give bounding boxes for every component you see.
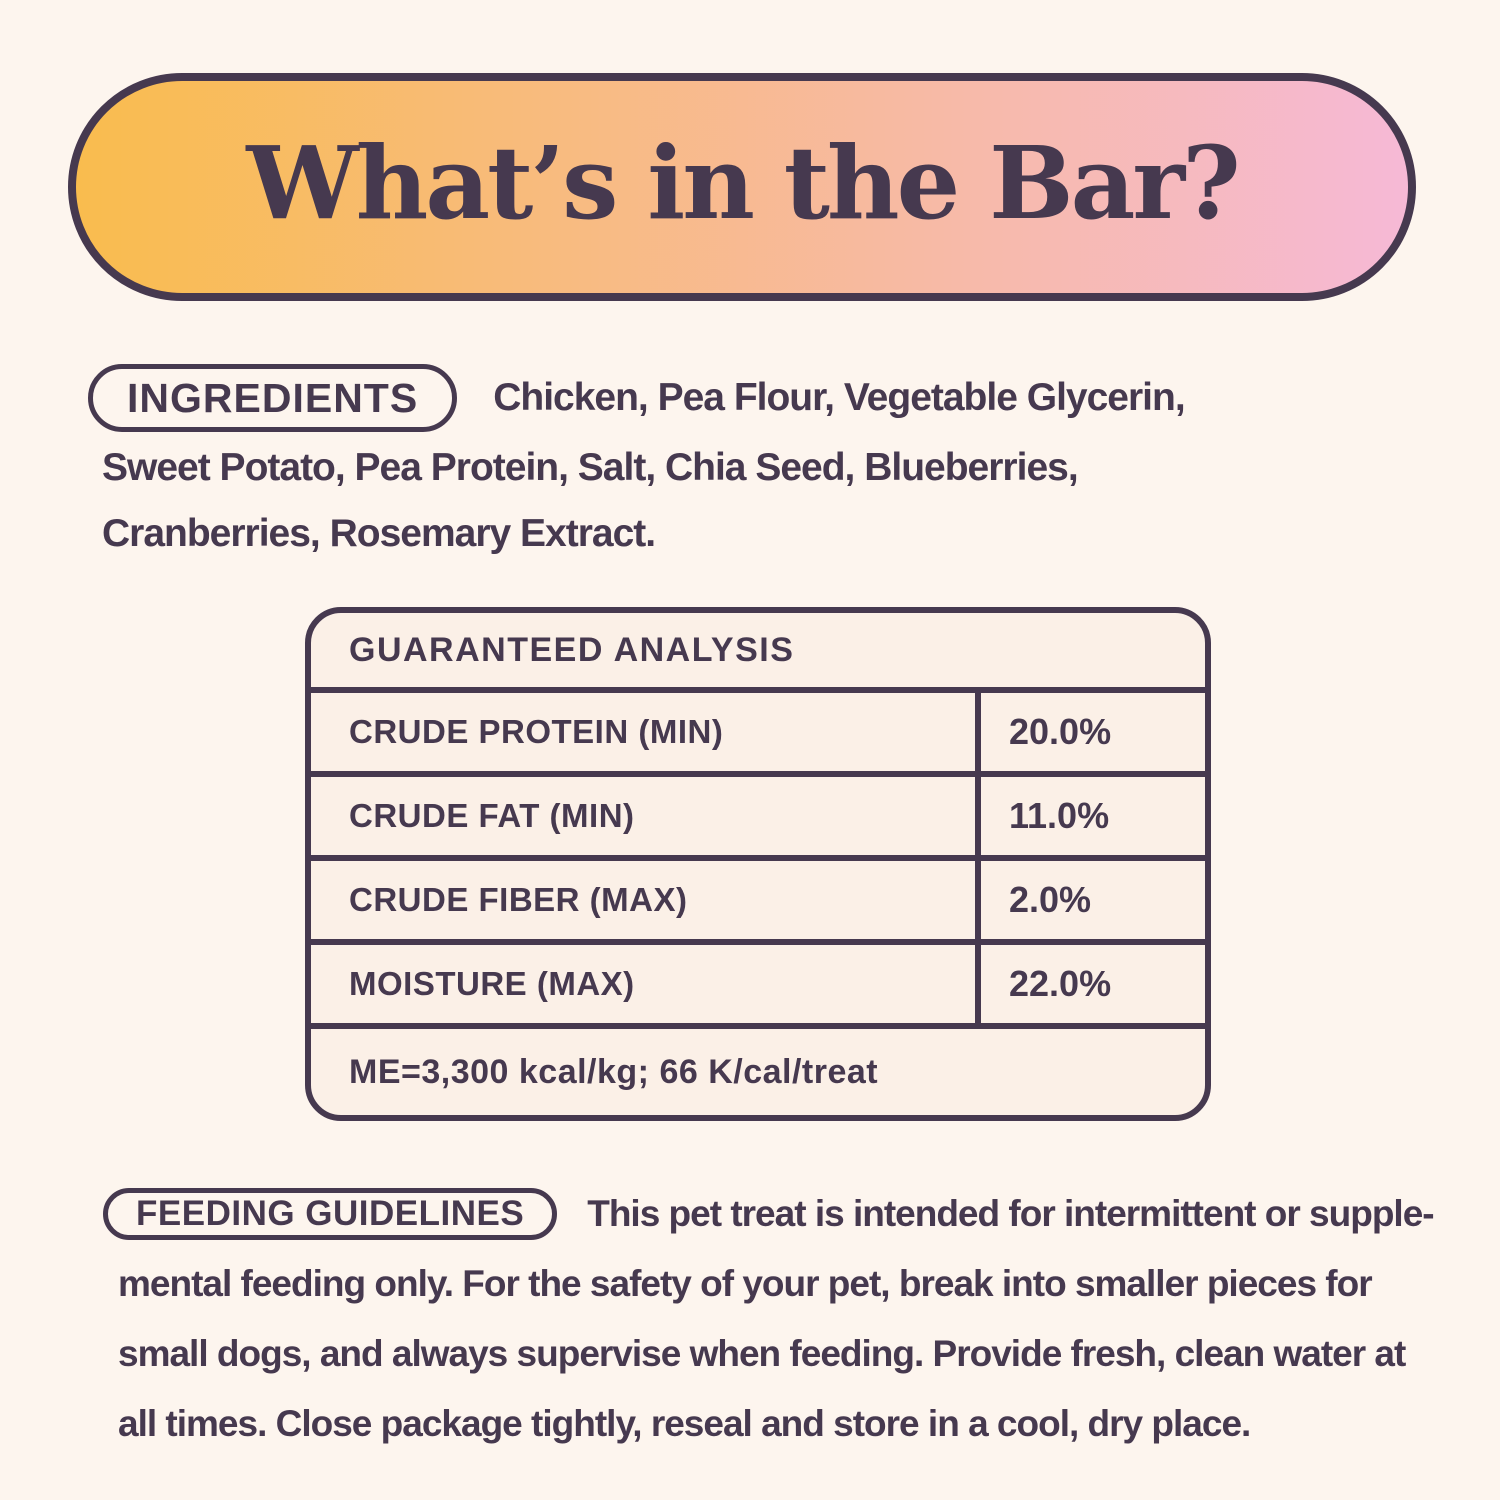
analysis-table-title: GUARANTEED ANALYSIS [349, 630, 795, 669]
row-label: MOISTURE (MAX) [311, 945, 981, 1023]
row-label: CRUDE PROTEIN (MIN) [311, 693, 981, 771]
table-row-crude-fat: CRUDE FAT (MIN) 11.0% [311, 771, 1205, 855]
row-value: 11.0% [1009, 795, 1110, 836]
ingredients-line-2: Sweet Potato, Pea Protein, Salt, Chia Se… [102, 446, 1079, 489]
row-label: CRUDE FIBER (MAX) [311, 861, 981, 939]
feeding-line-3: small dogs, and always supervise when fe… [118, 1333, 1406, 1374]
row-value: 20.0% [1009, 711, 1112, 752]
ingredients-label-pill: INGREDIENTS [88, 364, 458, 432]
table-row-crude-protein: CRUDE PROTEIN (MIN) 20.0% [311, 687, 1205, 771]
ingredients-label: INGREDIENTS [127, 374, 419, 421]
title-banner: What’s in the Bar? [68, 73, 1416, 301]
feeding-guidelines-section: FEEDING GUIDELINES This pet treat is int… [103, 1188, 1483, 1459]
ingredients-section: INGREDIENTS Chicken, Pea Flour, Vegetabl… [88, 364, 1468, 567]
ingredients-line-1: Chicken, Pea Flour, Vegetable Glycerin, [493, 376, 1185, 419]
row-value: 22.0% [1009, 963, 1112, 1004]
table-row-crude-fiber: CRUDE FIBER (MAX) 2.0% [311, 855, 1205, 939]
table-row-moisture: MOISTURE (MAX) 22.0% [311, 939, 1205, 1023]
page-title: What’s in the Bar? [246, 124, 1240, 242]
row-value: 2.0% [1009, 879, 1092, 920]
feeding-line-4: all times. Close package tightly, reseal… [118, 1403, 1251, 1444]
feeding-first-row: FEEDING GUIDELINES This pet treat is int… [103, 1188, 1483, 1240]
row-label: CRUDE FAT (MIN) [311, 777, 981, 855]
feeding-label-pill: FEEDING GUIDELINES [103, 1188, 558, 1240]
feeding-label: FEEDING GUIDELINES [136, 1194, 525, 1233]
calorie-content-row: ME=3,300 kcal/kg; 66 K/cal/treat [311, 1023, 1205, 1115]
ingredients-line-3: Cranberries, Rosemary Extract. [102, 512, 656, 555]
ingredients-first-row: INGREDIENTS Chicken, Pea Flour, Vegetabl… [88, 364, 1468, 432]
feeding-line-1: This pet treat is intended for intermitt… [587, 1193, 1434, 1234]
guaranteed-analysis-table: GUARANTEED ANALYSIS CRUDE PROTEIN (MIN) … [305, 607, 1211, 1121]
feeding-line-2: mental feeding only. For the safety of y… [118, 1263, 1373, 1304]
